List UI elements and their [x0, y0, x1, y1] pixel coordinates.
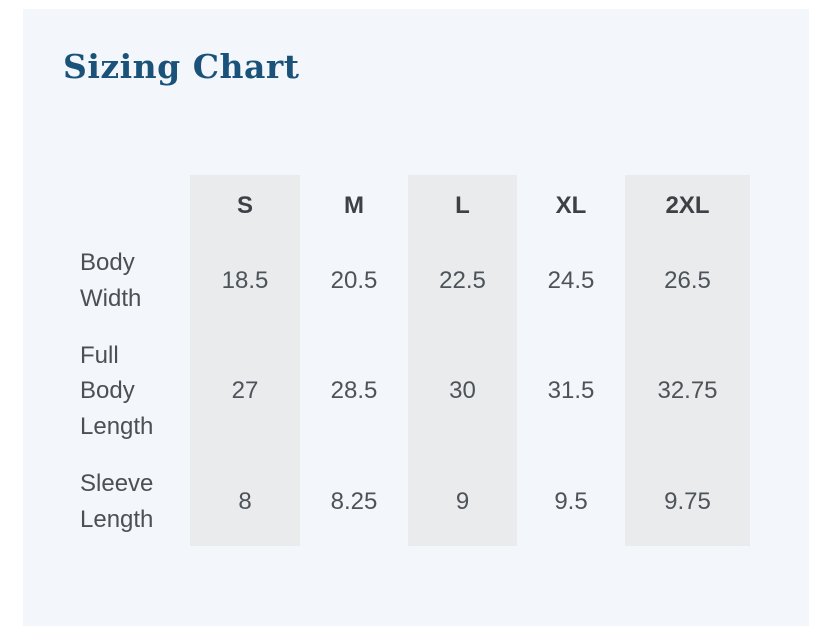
row-label-full-body-length: Full Body Length	[80, 342, 154, 440]
table-cell: 22.5	[408, 236, 517, 325]
column-header-2xl: 2XL	[625, 175, 750, 236]
sizing-panel: Sizing Chart S M L XL 2XL Body Width 18.…	[23, 9, 809, 626]
row-label-body-width: Body Width	[80, 249, 142, 312]
table-cell: 28.5	[330, 377, 378, 404]
table-corner-cell	[80, 175, 190, 236]
table-cell: 8.25	[330, 487, 378, 515]
column-header-xl: XL	[555, 191, 587, 219]
table-cell: 32.75	[625, 325, 750, 457]
column-header-l: L	[408, 175, 517, 236]
table-cell: 27	[190, 325, 300, 457]
table-cell: 30	[408, 325, 517, 457]
row-label-sleeve-length: Sleeve Length	[80, 470, 154, 533]
table-cell: 8	[190, 457, 300, 546]
table-cell: 31.5	[547, 377, 595, 404]
table-cell: 9.5	[554, 487, 588, 515]
table-cell: 26.5	[625, 236, 750, 325]
sizing-table: S M L XL 2XL Body Width 18.5 20.5 22.5 2…	[80, 175, 750, 546]
table-cell: 24.5	[547, 266, 595, 294]
column-header-m: M	[344, 191, 364, 219]
column-header-s: S	[190, 175, 300, 236]
table-cell: 20.5	[330, 266, 378, 294]
table-cell: 18.5	[190, 236, 300, 325]
table-cell: 9.75	[625, 457, 750, 546]
page-title: Sizing Chart	[63, 47, 300, 86]
table-cell: 9	[408, 457, 517, 546]
